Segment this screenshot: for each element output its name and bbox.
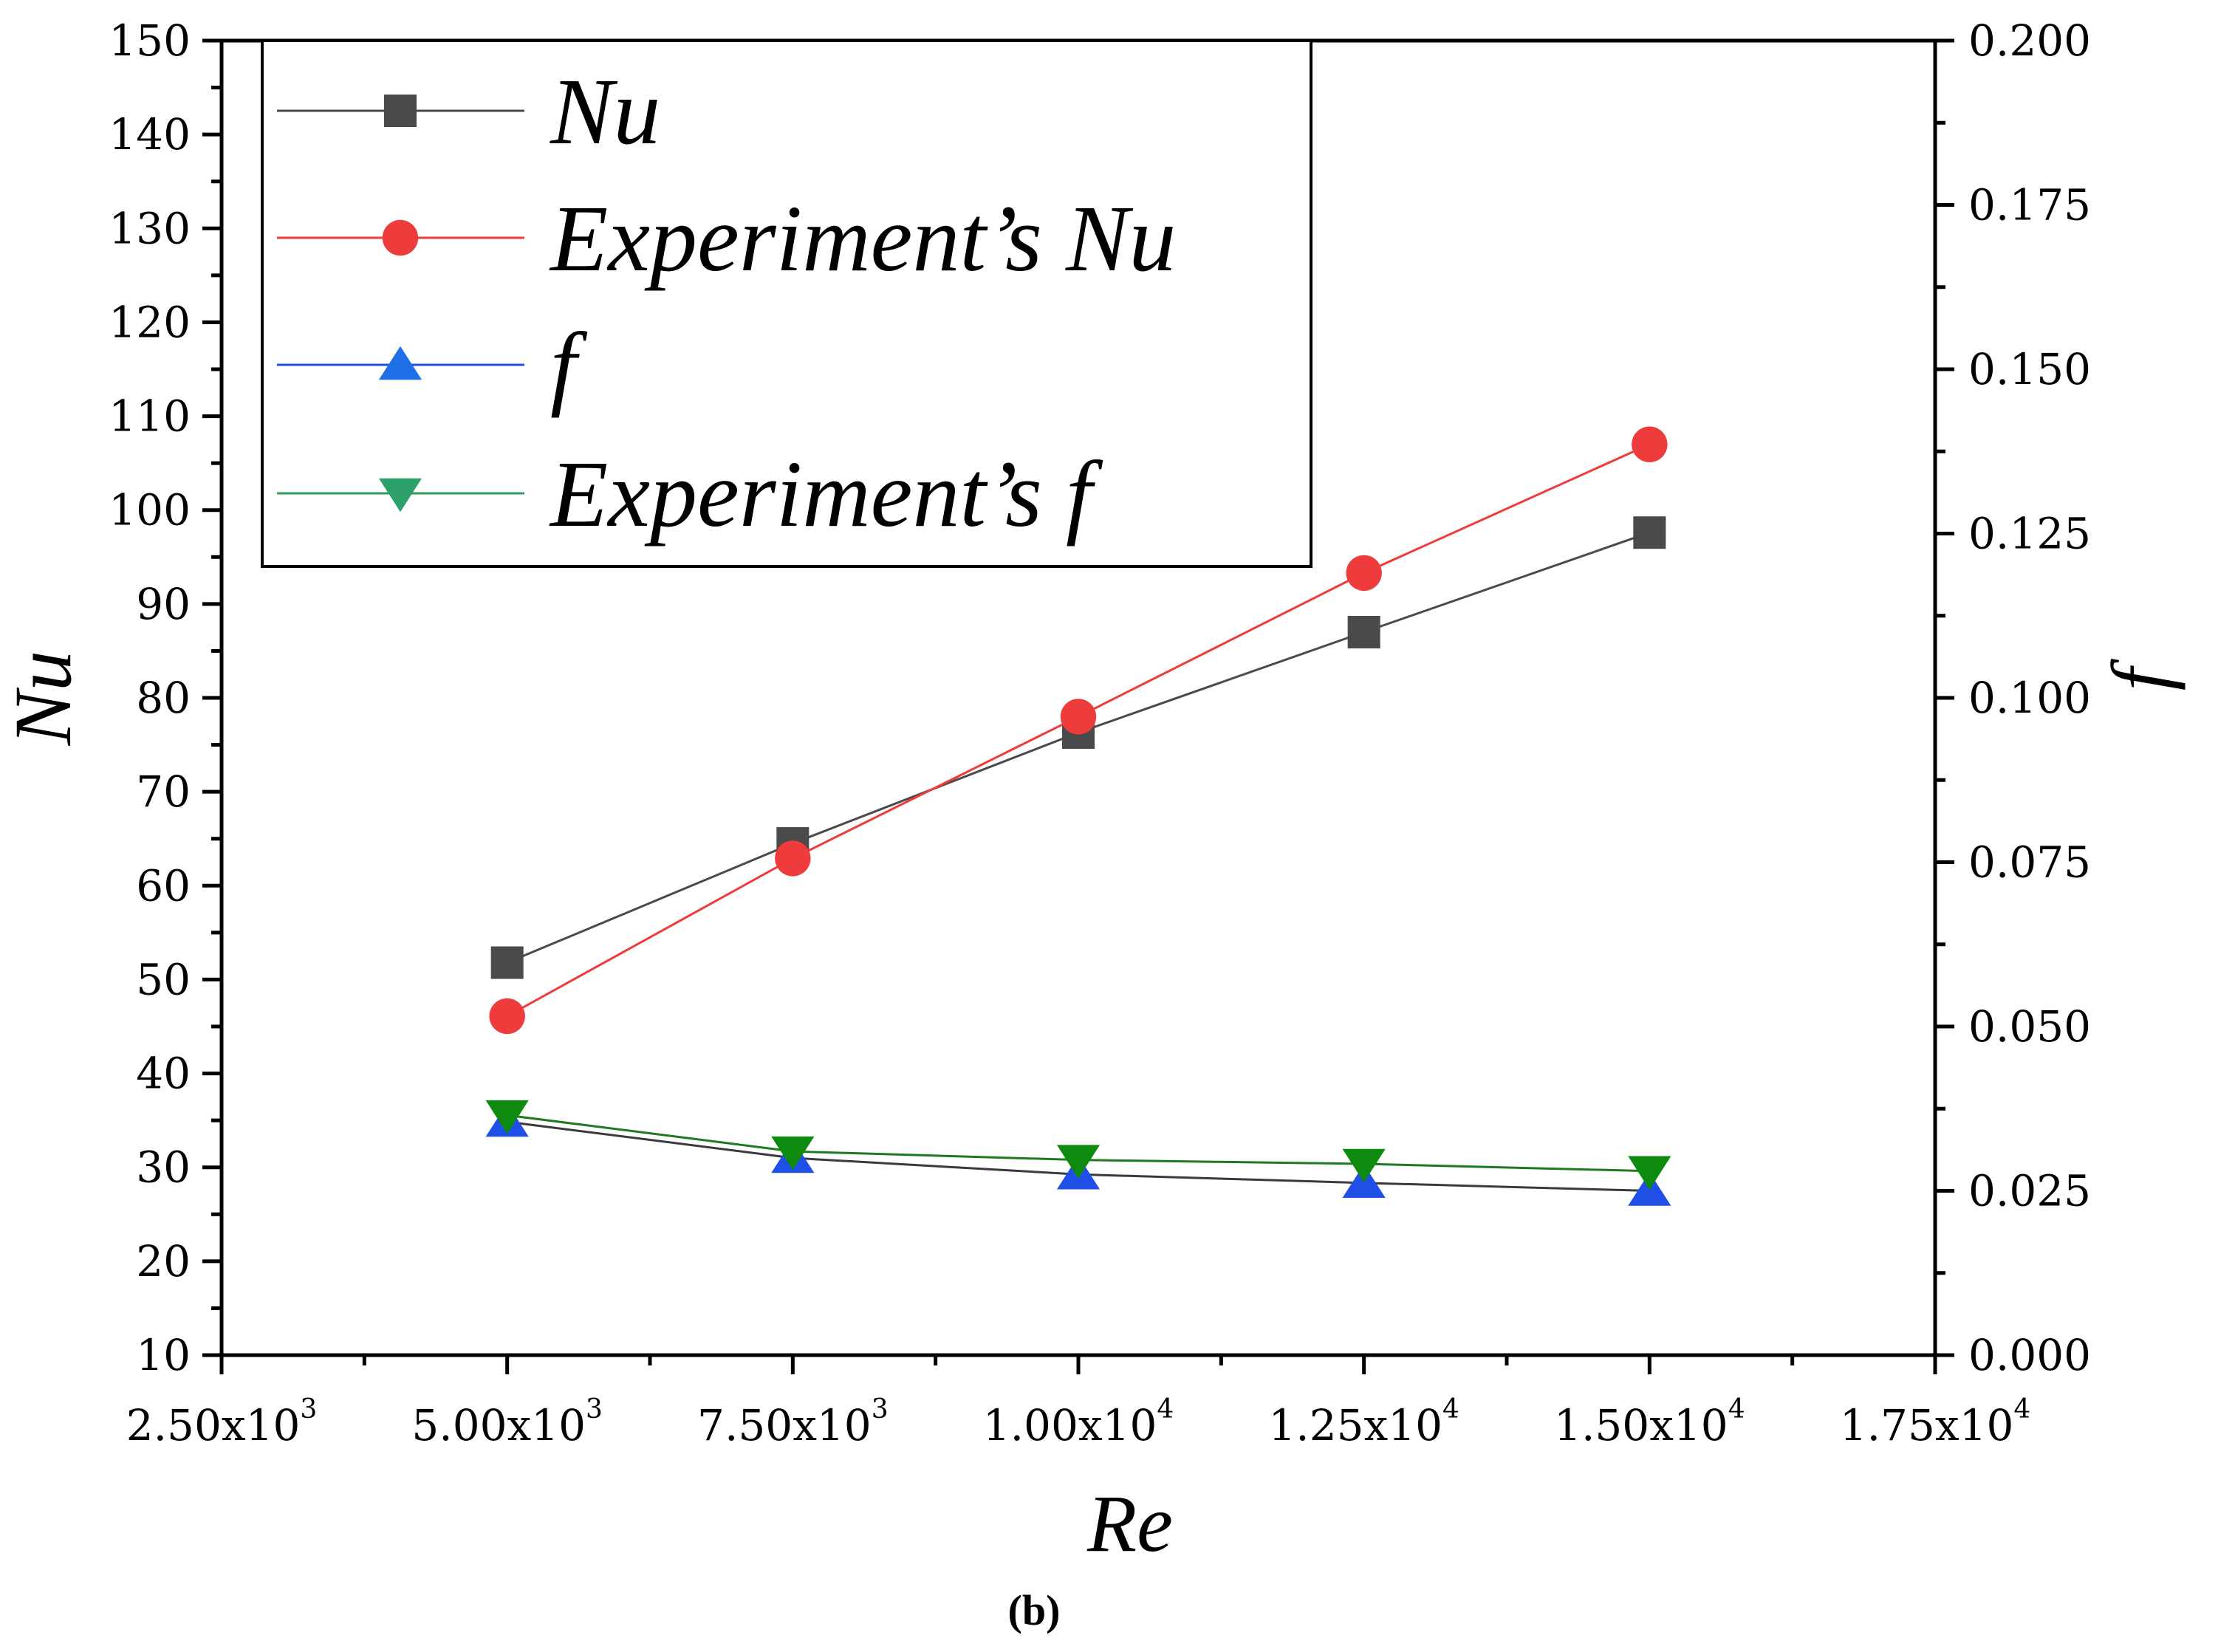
- y-left-tick-label: 70: [136, 767, 191, 817]
- x-tick-label: 1.25x104: [1268, 1394, 1459, 1450]
- x-tick-mantissa: 2.50x10: [126, 1400, 301, 1450]
- y-left-tick-label: 100: [109, 485, 191, 535]
- legend-entry-experiment-s-nu: Experiment’s Nu: [277, 186, 1176, 291]
- x-tick-mantissa: 1.00x10: [983, 1400, 1157, 1450]
- x-tick-mantissa: 5.00x10: [411, 1400, 586, 1450]
- x-tick-exponent: 3: [300, 1394, 317, 1425]
- legend-marker: [378, 346, 422, 380]
- y-left-tick-label: 30: [136, 1142, 191, 1193]
- y-left-tick-label: 50: [136, 954, 191, 1004]
- x-tick-exponent: 4: [1728, 1394, 1745, 1425]
- y-left-tick-label: 150: [109, 16, 191, 66]
- x-tick-label: 1.75x104: [1840, 1394, 2031, 1450]
- y-right-tick-label: 0.000: [1968, 1330, 2091, 1380]
- legend-box: [261, 39, 1312, 568]
- legend-entry-nu: Nu: [277, 59, 660, 164]
- legend-label: Nu: [550, 59, 660, 164]
- x-tick-label: 1.50x104: [1554, 1394, 1745, 1450]
- legend-label: Experiment’s f: [549, 442, 1103, 546]
- data-point-experiment-s-nu: [489, 998, 525, 1035]
- data-point-nu: [490, 946, 524, 979]
- y-right-tick-label: 0.025: [1968, 1166, 2091, 1216]
- x-tick-exponent: 3: [872, 1394, 889, 1425]
- y-right-axis-title: f: [2095, 658, 2186, 690]
- legend-marker: [382, 219, 419, 256]
- y-left-tick-label: 120: [109, 297, 191, 347]
- x-tick-label: 5.00x103: [411, 1394, 603, 1450]
- data-point-experiment-s-nu: [1060, 699, 1097, 735]
- x-tick-exponent: 4: [1157, 1394, 1174, 1425]
- data-point-experiment-s-f: [1628, 1156, 1671, 1190]
- data-point-experiment-s-nu: [1346, 555, 1382, 592]
- legend-marker: [384, 95, 417, 127]
- legend-label: Experiment’s Nu: [549, 186, 1176, 291]
- y-right-tick-label: 0.100: [1968, 673, 2091, 723]
- legend-marker: [378, 478, 422, 513]
- x-tick-mantissa: 7.50x10: [697, 1400, 872, 1450]
- y-right-tick-label: 0.150: [1968, 344, 2091, 394]
- y-right-tick-label: 0.200: [1968, 16, 2091, 66]
- series-experiment-s-f: [485, 1100, 1671, 1190]
- x-tick-label: 7.50x103: [697, 1394, 889, 1450]
- legend-entry-experiment-s-f: Experiment’s f: [277, 442, 1103, 546]
- y-left-tick-label: 140: [109, 109, 191, 160]
- y-left-tick-label: 110: [109, 391, 191, 442]
- y-left-tick-label: 60: [136, 860, 191, 911]
- data-point-experiment-s-f: [1342, 1148, 1386, 1183]
- x-tick-label: 1.00x104: [983, 1394, 1174, 1450]
- y-right-tick-label: 0.125: [1968, 509, 2091, 559]
- x-axis-title: Re: [1086, 1478, 1173, 1569]
- y-left-tick-label: 130: [109, 203, 191, 253]
- x-tick-label: 2.50x103: [126, 1394, 318, 1450]
- x-tick-exponent: 4: [2013, 1394, 2030, 1425]
- x-tick-mantissa: 1.75x10: [1840, 1400, 2014, 1450]
- series-experiment-s-nu: [489, 426, 1668, 1035]
- x-tick-exponent: 3: [586, 1394, 603, 1425]
- x-tick-mantissa: 1.50x10: [1554, 1400, 1728, 1450]
- y-right-tick-label: 0.075: [1968, 837, 2091, 888]
- data-point-experiment-s-nu: [1632, 426, 1668, 462]
- data-point-experiment-s-f: [771, 1136, 815, 1171]
- data-point-experiment-s-f: [1056, 1145, 1101, 1179]
- data-point-experiment-s-f: [485, 1100, 529, 1134]
- x-tick-mantissa: 1.25x10: [1268, 1400, 1442, 1450]
- y-left-tick-label: 80: [136, 673, 191, 723]
- y-left-axis-title: Nu: [0, 651, 88, 746]
- y-left-tick-label: 90: [136, 579, 191, 629]
- y-right-tick-label: 0.175: [1968, 180, 2091, 230]
- figure-caption: (b): [1008, 1586, 1061, 1634]
- data-point-nu: [1633, 516, 1666, 549]
- y-left-tick-label: 40: [136, 1049, 191, 1099]
- y-left-tick-label: 10: [136, 1330, 191, 1380]
- y-right-tick-label: 0.050: [1968, 1001, 2091, 1052]
- x-tick-exponent: 4: [1442, 1394, 1459, 1425]
- data-point-nu: [1347, 616, 1380, 648]
- y-left-tick-label: 20: [136, 1236, 191, 1286]
- data-point-experiment-s-nu: [775, 840, 811, 877]
